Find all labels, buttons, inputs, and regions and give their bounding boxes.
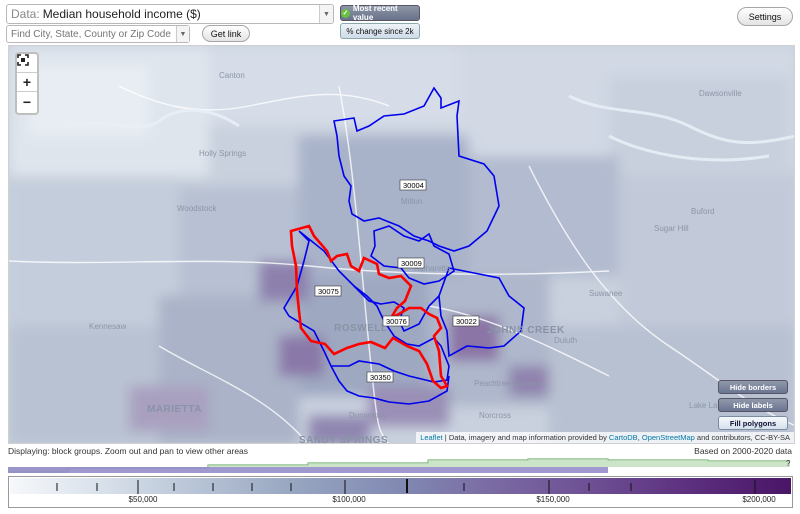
data-select-prefix: Data: [11,7,40,21]
zip-label[interactable]: 30009 [397,257,425,269]
color-legend: $50,000 $100,000 $150,000 $200,000 [8,476,793,508]
map-attribution: Leaflet | Data, imagery and map informat… [416,432,794,443]
attribution-text-mid: , [637,433,642,442]
settings-button[interactable]: Settings [737,7,793,26]
place-label-roswell: ROSWELL [334,323,388,334]
zip-30350-border [330,365,450,405]
most-recent-value-label: Most recent value [352,4,398,22]
place-label-holly-springs: Holly Springs [199,149,246,158]
histogram-help-icon[interactable]: ? [786,459,791,468]
legend-label: $200,000 [742,495,776,504]
svg-text:30022: 30022 [456,317,477,326]
cartodb-link[interactable]: CartoDB [608,433,638,442]
leaflet-link[interactable]: Leaflet [420,433,443,442]
based-on-text: Based on 2000-2020 data [694,446,792,456]
place-label-woodstock: Woodstock [177,204,217,213]
legend-ticks [56,479,756,494]
check-icon: ✓ [341,8,350,18]
place-label-sugar-hill: Sugar Hill [654,224,689,233]
place-label-norcross: Norcross [479,411,511,420]
fullscreen-icon[interactable] [17,54,37,73]
data-variable-select[interactable]: Data: Median household income ($) ▼ [6,4,334,24]
zip-labels: 30004 30009 30075 30076 30022 30350 [314,179,480,383]
legend-label: $100,000 [332,495,366,504]
openstreetmap-link[interactable]: OpenStreetMap [641,433,695,442]
fill-polygons-button[interactable]: Fill polygons [718,416,788,430]
place-label-lake-lanier: Lake Lanier [689,401,731,410]
zoom-control: + − [15,52,39,115]
attribution-text-pre: | Data, imagery and map information prov… [442,433,609,442]
lake-layer [68,94,794,162]
place-label-alpharetta: Alpharetta [414,264,451,273]
hide-borders-button[interactable]: Hide borders [718,380,788,394]
svg-text:30075: 30075 [318,287,339,296]
legend-gradient [10,478,791,494]
place-label-kennesaw: Kennesaw [89,322,127,331]
city-labels: ROSWELL JOHNS CREEK MARIETTA SANDY SPRIN… [147,323,565,444]
place-label-marietta: MARIETTA [147,404,202,415]
place-label-peachtree-corners: Peachtree Corners [474,379,541,388]
display-status-text: Displaying: block groups. Zoom out and p… [8,446,249,456]
percent-change-button[interactable]: % change since 2k [340,23,420,39]
legend-label: $50,000 [128,495,158,504]
place-label-milton: Milton [401,197,422,206]
zoom-in-button[interactable]: + [17,73,37,92]
zip-label[interactable]: 30350 [366,371,394,383]
chevron-down-icon[interactable]: ▼ [319,5,333,23]
place-label-dunwoody: Dunwoody [349,411,387,420]
histogram-fill [8,459,790,472]
location-search-input[interactable] [6,25,190,43]
get-link-button[interactable]: Get link [202,25,250,42]
attribution-text-post: and contributors, CC-BY-SA [694,433,790,442]
data-select-value: Median household income ($) [42,7,201,21]
svg-text:30004: 30004 [403,181,424,190]
choropleth-layer [9,46,794,443]
place-label-johns-creek: JOHNS CREEK [487,325,565,336]
legend-label: $150,000 [536,495,570,504]
zip-label[interactable]: 30022 [452,315,480,327]
zip-label[interactable]: 30075 [314,285,342,297]
place-label-sandy-springs: SANDY SPRINGS [299,435,388,444]
place-label-duluth: Duluth [554,336,577,345]
zip-inner-border [353,285,440,333]
selected-area-border [289,224,449,390]
svg-text:30076: 30076 [386,317,407,326]
zip-label[interactable]: 30004 [399,179,427,191]
histogram-range-bar [8,467,608,473]
place-label-suwanee: Suwanee [589,289,623,298]
place-label-dawsonville: Dawsonville [699,89,742,98]
hide-labels-button[interactable]: Hide labels [718,398,788,412]
zoom-out-button[interactable]: − [22,93,32,110]
value-histogram: ? [8,458,791,473]
most-recent-value-button[interactable]: ✓ Most recent value [340,4,420,22]
place-label-canton: Canton [219,71,245,80]
zip-30004-border [333,86,500,252]
place-labels: Canton Holly Springs Woodstock Milton Al… [89,71,742,420]
fullscreen-icon-graphic [17,54,29,66]
zip-borders [283,86,525,405]
svg-text:30009: 30009 [401,259,422,268]
zip-label[interactable]: 30076 [382,315,410,327]
svg-text:30350: 30350 [370,373,391,382]
place-label-buford: Buford [691,207,715,216]
map-canvas[interactable]: Canton Holly Springs Woodstock Milton Al… [9,46,795,444]
map-view[interactable]: Canton Holly Springs Woodstock Milton Al… [8,45,795,444]
chevron-down-icon[interactable]: ▼ [176,26,189,42]
zip-30022-border [438,267,525,358]
